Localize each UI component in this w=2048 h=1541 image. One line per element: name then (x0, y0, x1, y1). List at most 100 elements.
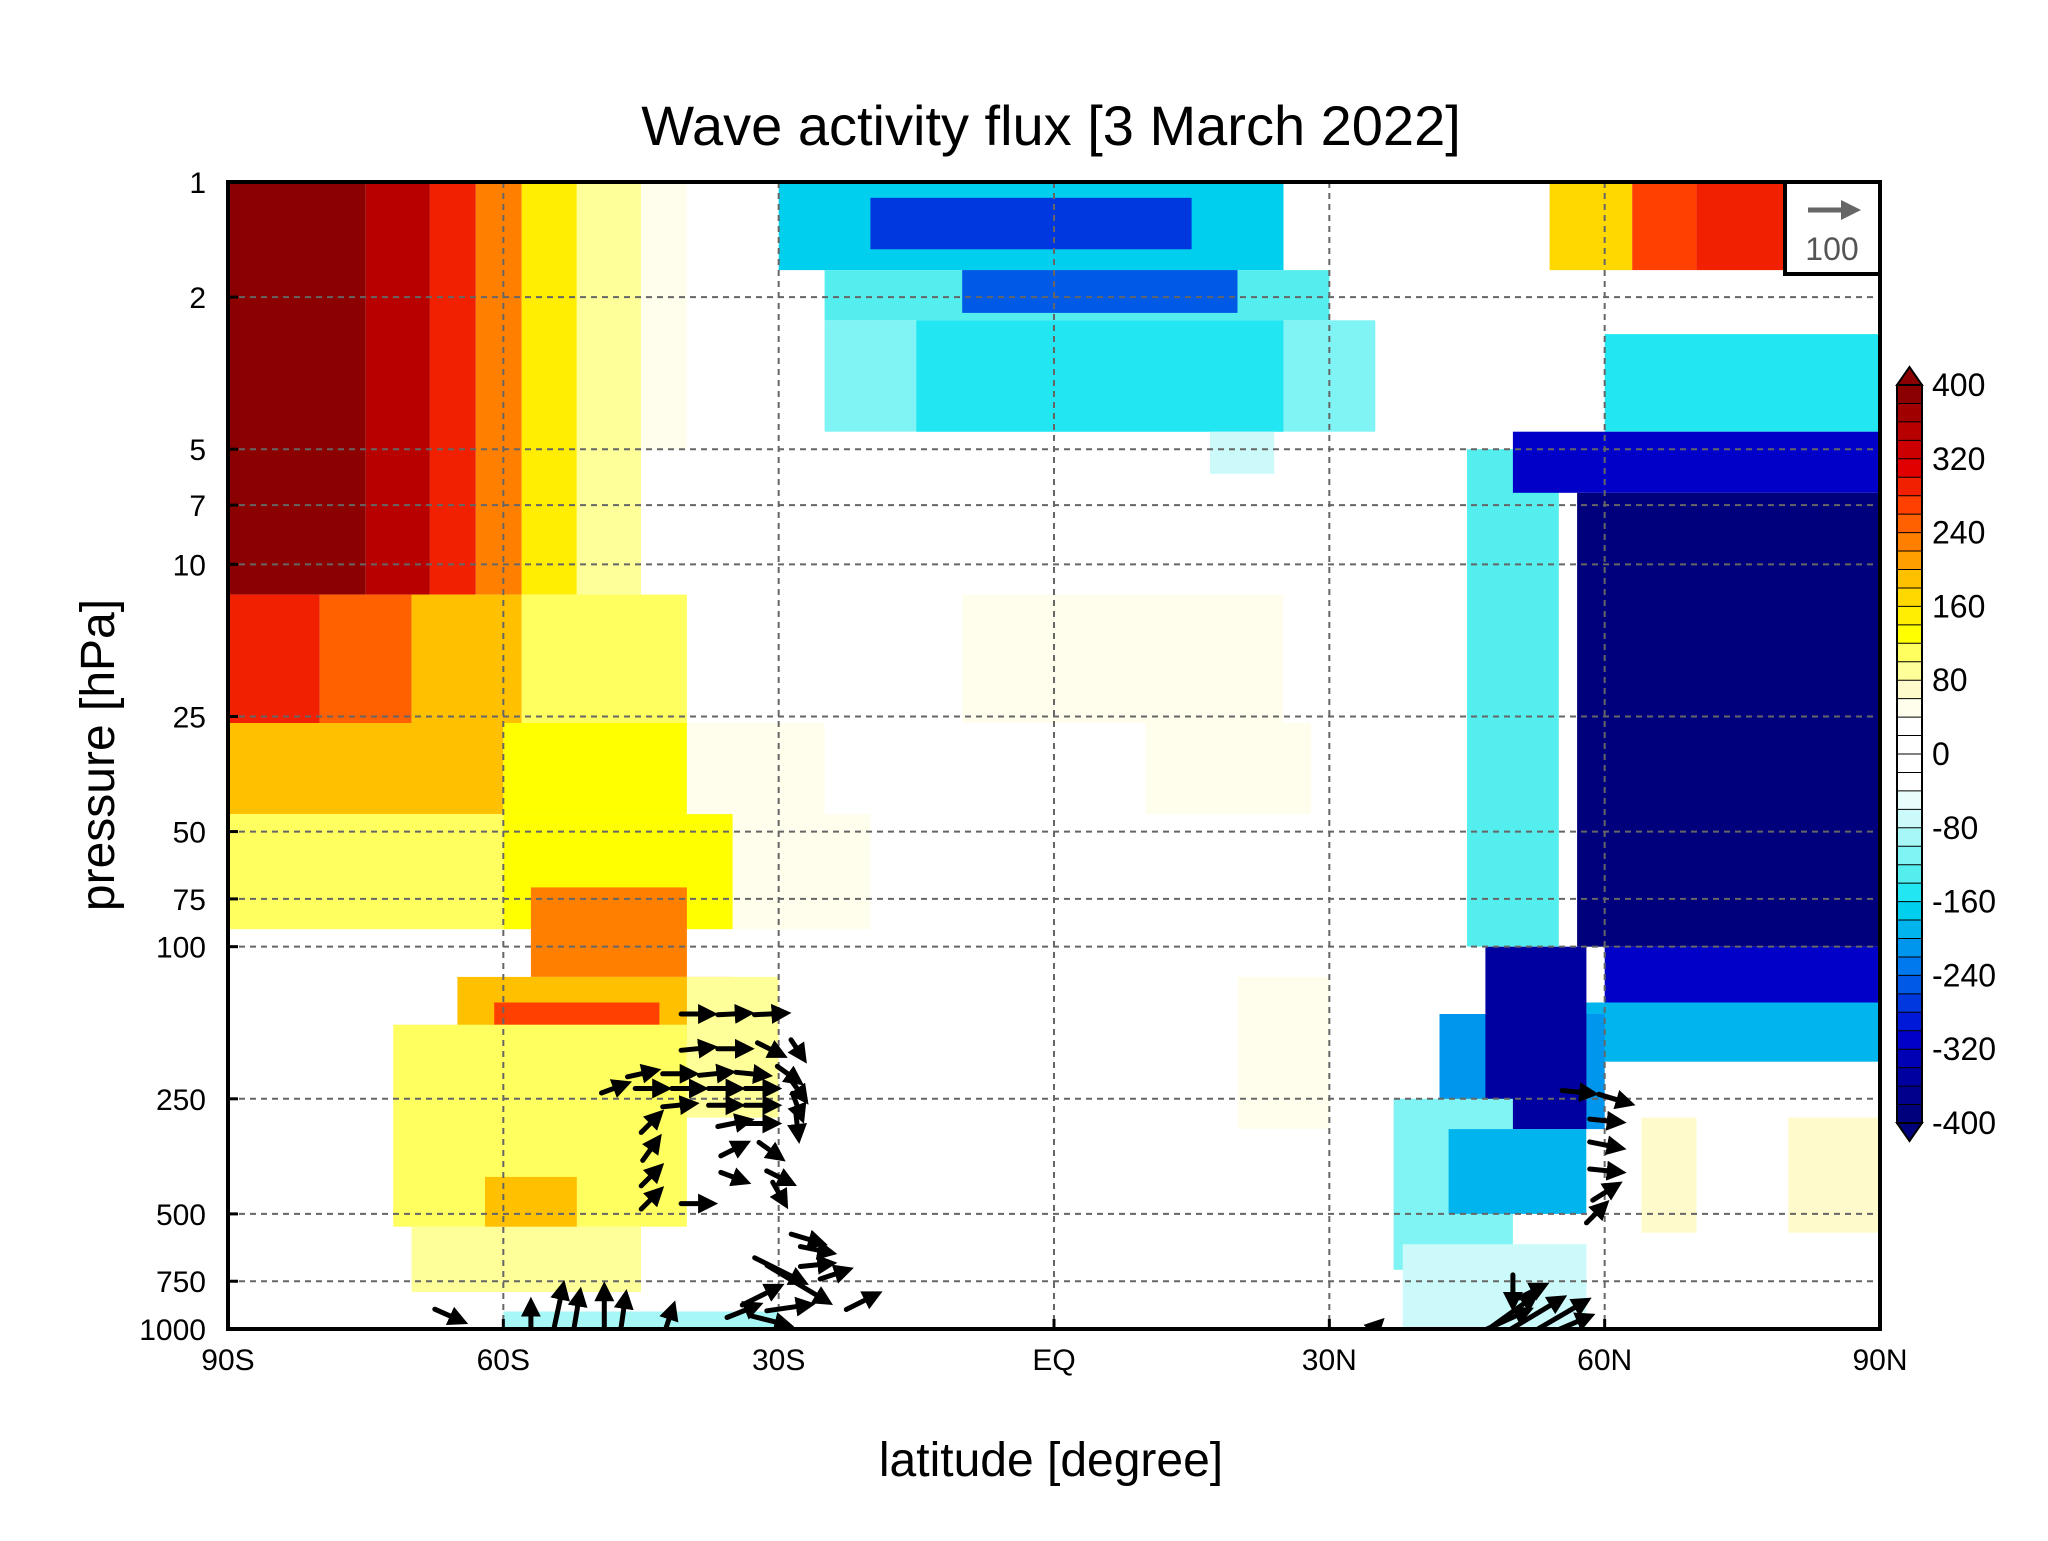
flux-vector-23 (715, 1113, 755, 1133)
colorbar-bin-33 (1897, 993, 1922, 1013)
field-region-8 (319, 594, 412, 723)
colorbar-bin-24 (1897, 827, 1922, 847)
flux-vector-30 (718, 1167, 752, 1187)
colorbar-bin-5 (1897, 477, 1922, 497)
field-region-31 (870, 197, 1192, 250)
flux-vector-53 (432, 1306, 469, 1326)
colorbar-bin-2 (1897, 421, 1922, 441)
field-region-16 (732, 814, 871, 930)
flux-vector-51 (749, 1312, 795, 1329)
field-region-28 (1237, 976, 1330, 1129)
colorbar-bin-20 (1897, 754, 1922, 774)
colorbar-bin-18 (1897, 717, 1922, 737)
flux-vector-45 (817, 1264, 854, 1284)
field-region-36 (1210, 431, 1275, 474)
colorbar-bin-30 (1897, 938, 1922, 958)
colorbar-bin-14 (1897, 643, 1922, 663)
flux-vector-38 (1587, 1135, 1627, 1156)
flux-vector-40 (1590, 1181, 1623, 1203)
flux-vector-22 (638, 1109, 665, 1135)
colorbar-bin-16 (1897, 680, 1922, 700)
y-tick-label: 2 (189, 282, 206, 315)
x-tick-label: EQ (1032, 1344, 1075, 1377)
field-region-2 (429, 182, 476, 595)
flux-vector-6 (787, 1037, 807, 1064)
flux-vector-58 (613, 1288, 634, 1329)
flux-vector-65 (1480, 1306, 1534, 1329)
field-region-4 (521, 182, 577, 595)
colorbar-bin-32 (1897, 975, 1922, 995)
field-region-35 (916, 320, 1284, 432)
flux-vector-66 (1553, 1312, 1596, 1329)
x-tick-label: 90N (1852, 1344, 1907, 1377)
colorbar-bin-38 (1897, 1086, 1922, 1106)
colorbar-bin-26 (1897, 864, 1922, 884)
colorbar-bin-23 (1897, 809, 1922, 829)
x-axis-label: latitude [degree] (879, 1434, 1223, 1487)
colorbar-min-triangle (1895, 1122, 1924, 1143)
field-region-50 (1402, 1244, 1587, 1329)
y-tick-label: 50 (173, 817, 206, 850)
flux-vector-3 (678, 1038, 719, 1059)
flux-vector-35 (1559, 1082, 1600, 1103)
field-region-27 (1145, 723, 1311, 815)
colorbar-label: 240 (1932, 515, 1985, 551)
flux-vector-28 (756, 1139, 786, 1162)
flux-vector-48 (739, 1283, 785, 1308)
colorbar-max-triangle (1895, 365, 1924, 386)
flux-vector-43 (797, 1240, 838, 1260)
flux-vector-52 (843, 1291, 883, 1312)
flux-vectors (432, 1003, 1636, 1329)
field-region-17 (530, 887, 687, 977)
flux-vector-1 (715, 1003, 755, 1024)
colorbar-bin-29 (1897, 920, 1922, 940)
colorbar-bin-13 (1897, 624, 1922, 644)
colorbar-bin-7 (1897, 514, 1922, 534)
field-region-45 (1586, 1002, 1880, 1062)
field-region-14 (228, 814, 504, 930)
y-tick-label: 25 (173, 701, 206, 734)
field-region-43 (1577, 492, 1880, 947)
flux-vector-9 (696, 1063, 737, 1084)
flux-vector-36 (1596, 1089, 1636, 1110)
y-tick-label: 750 (156, 1266, 206, 1299)
flux-vector-7 (625, 1063, 662, 1084)
colorbar-label: -320 (1932, 1031, 1996, 1067)
flux-vector-5 (755, 1040, 788, 1058)
colorbar-frame (1896, 384, 1923, 1124)
colorbar-label: 320 (1932, 441, 1985, 477)
y-tick-label: 1000 (139, 1314, 206, 1347)
field-region-13 (686, 723, 825, 815)
x-tick-label: 30S (752, 1344, 805, 1377)
y-tick-label: 1 (189, 167, 206, 200)
y-tick-label: 7 (189, 490, 206, 523)
flux-vector-49 (764, 1296, 816, 1317)
colorbar-bin-22 (1897, 790, 1922, 810)
flux-vector-41 (1584, 1199, 1610, 1226)
colorbar-bin-0 (1897, 385, 1922, 405)
colorbar-label: 80 (1932, 662, 1968, 698)
flux-vector-29 (638, 1162, 665, 1189)
colorbar-label: 0 (1932, 736, 1950, 772)
field-region-7 (228, 594, 320, 723)
field-region-52 (1788, 1117, 1880, 1233)
flux-vector-10 (733, 1064, 774, 1084)
x-tick-label: 60S (477, 1344, 530, 1377)
flux-vector-34 (769, 1179, 789, 1210)
flux-field (228, 182, 1880, 1329)
field-region-11 (228, 723, 504, 815)
flux-vector-55 (550, 1279, 570, 1329)
reference-vector-box: 100 (1783, 180, 1882, 276)
flux-vector-32 (638, 1186, 665, 1212)
colorbar-bin-35 (1897, 1030, 1922, 1050)
field-region-0 (228, 182, 366, 595)
flux-vector-42 (788, 1229, 828, 1249)
flux-vector-27 (718, 1140, 752, 1159)
flux-vector-26 (640, 1133, 662, 1163)
colorbar-bin-9 (1897, 551, 1922, 571)
x-tick-label: 60N (1577, 1344, 1632, 1377)
colorbar-label: 160 (1932, 588, 1985, 624)
